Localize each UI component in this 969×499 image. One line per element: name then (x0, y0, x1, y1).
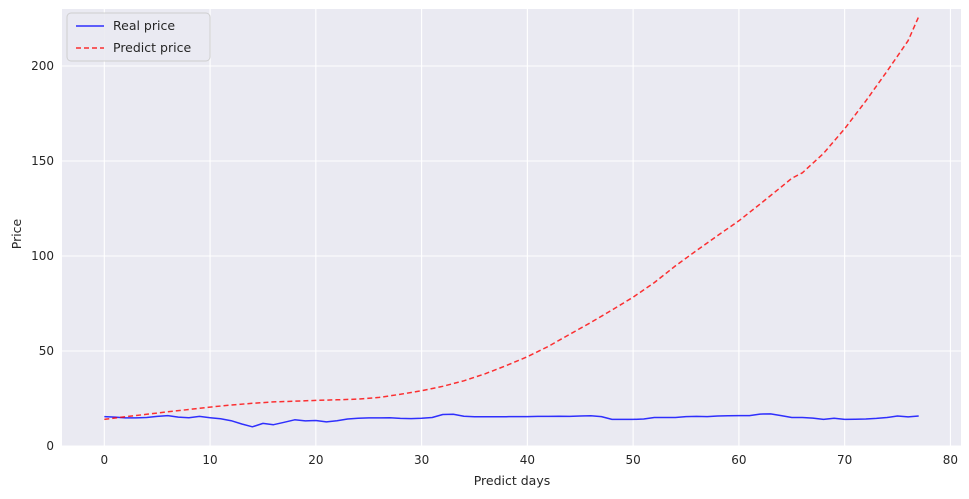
y-axis-label: Price (9, 218, 24, 249)
legend-label-predict-price: Predict price (113, 40, 191, 55)
x-tick-label: 20 (308, 453, 323, 467)
y-tick-label: 200 (31, 59, 54, 73)
legend-box (66, 12, 211, 62)
x-tick-label: 70 (837, 453, 852, 467)
legend-label-real-price: Real price (113, 18, 175, 33)
series-line-real-price (104, 413, 919, 428)
x-tick-label: 0 (100, 453, 108, 467)
y-tick-label: 150 (31, 154, 54, 168)
x-axis-label: Predict days (474, 473, 551, 488)
legend: Real price Predict price (66, 12, 211, 62)
x-tick-label: 50 (625, 453, 640, 467)
y-tick-label: 50 (39, 344, 54, 358)
x-tick-label: 10 (202, 453, 217, 467)
tick-labels: 0 10 20 30 40 50 60 70 80 0 50 100 150 200 (31, 59, 958, 467)
y-tick-label: 0 (46, 439, 54, 453)
y-tick-label: 100 (31, 249, 54, 263)
series-line-predict-price (104, 16, 920, 421)
plot-background (62, 9, 961, 446)
x-tick-label: 60 (731, 453, 746, 467)
series-lines (104, 16, 920, 428)
grid-lines (62, 9, 961, 447)
x-tick-label: 30 (414, 453, 429, 467)
x-tick-label: 40 (520, 453, 535, 467)
x-tick-label: 80 (943, 453, 958, 467)
